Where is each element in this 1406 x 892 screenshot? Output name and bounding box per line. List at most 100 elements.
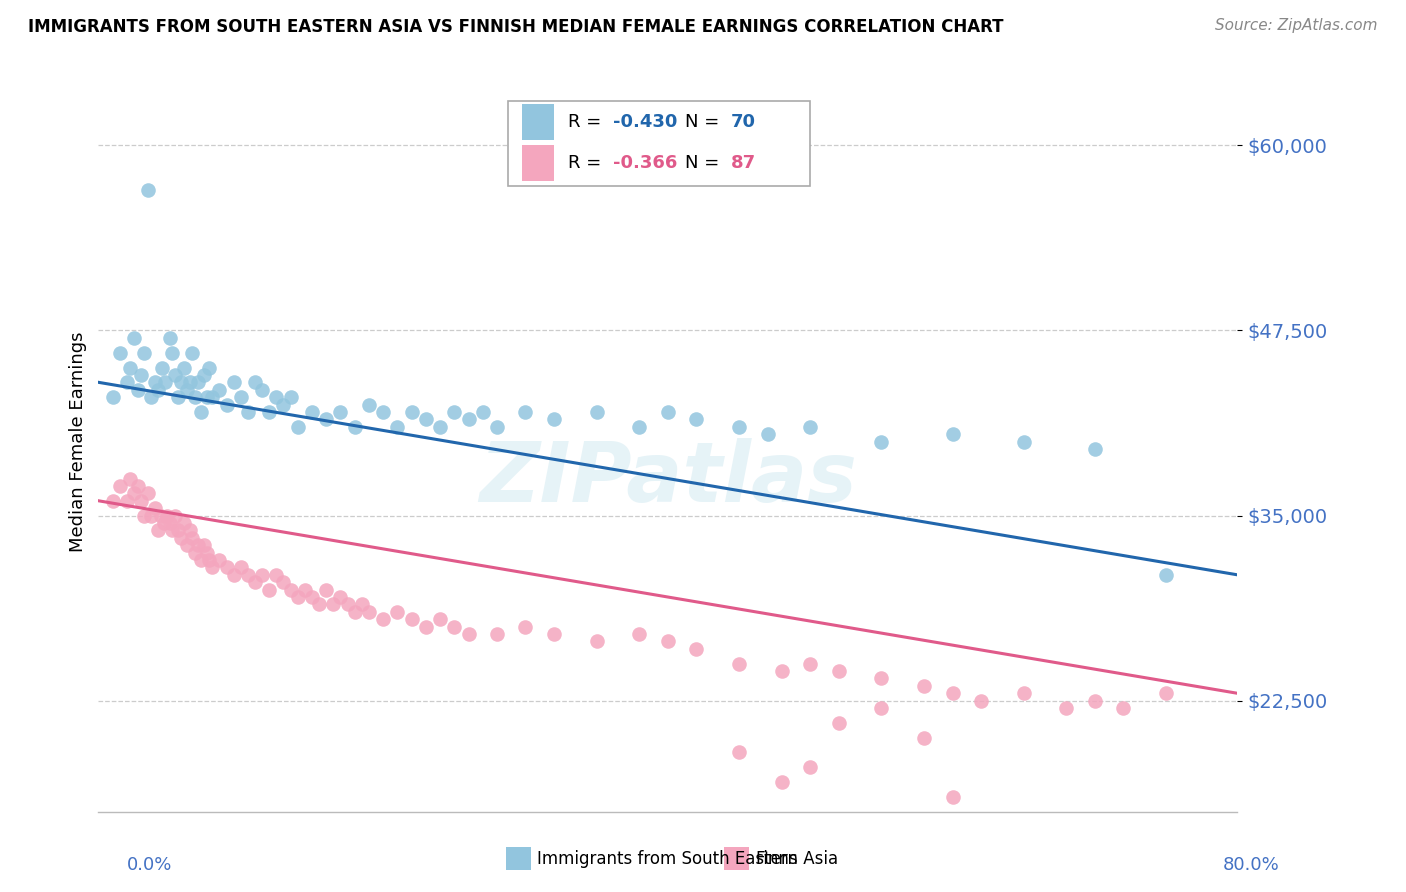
Point — [870, 434, 893, 449]
Point — [173, 516, 195, 530]
Point — [184, 546, 207, 560]
Point — [108, 479, 131, 493]
Point — [912, 679, 935, 693]
Point — [657, 634, 679, 648]
Point — [443, 405, 465, 419]
Point — [457, 627, 479, 641]
Text: ZIPatlas: ZIPatlas — [479, 438, 856, 519]
Point — [273, 575, 295, 590]
Point — [243, 376, 266, 390]
Point — [828, 715, 851, 730]
Point — [343, 605, 366, 619]
Point — [585, 634, 607, 648]
Point — [208, 553, 231, 567]
Point — [179, 524, 201, 538]
Point — [657, 405, 679, 419]
Point — [145, 501, 167, 516]
Point — [187, 538, 209, 552]
Text: 87: 87 — [731, 154, 755, 172]
Point — [176, 383, 198, 397]
Point — [136, 183, 159, 197]
Point — [129, 493, 152, 508]
Point — [132, 345, 155, 359]
Point — [387, 419, 409, 434]
Point — [162, 345, 184, 359]
Point — [1154, 567, 1177, 582]
Point — [515, 619, 537, 633]
Point — [243, 575, 266, 590]
Point — [155, 376, 177, 390]
Point — [136, 486, 159, 500]
Point — [543, 412, 565, 426]
Point — [336, 598, 359, 612]
Point — [190, 405, 212, 419]
Point — [870, 672, 893, 686]
Point — [170, 376, 193, 390]
Point — [585, 405, 607, 419]
Point — [229, 560, 252, 574]
Point — [628, 419, 651, 434]
Point — [132, 508, 155, 523]
Point — [942, 686, 965, 700]
Point — [129, 368, 152, 382]
Point — [828, 664, 851, 678]
Point — [162, 524, 184, 538]
Point — [259, 582, 281, 597]
Point — [118, 471, 141, 485]
Point — [280, 390, 302, 404]
Point — [266, 567, 288, 582]
Point — [115, 493, 138, 508]
Point — [165, 508, 187, 523]
Point — [118, 360, 141, 375]
Y-axis label: Median Female Earnings: Median Female Earnings — [69, 331, 87, 552]
Point — [429, 612, 451, 626]
Point — [236, 567, 259, 582]
Point — [159, 331, 181, 345]
Point — [222, 376, 245, 390]
Point — [543, 627, 565, 641]
Text: 0.0%: 0.0% — [127, 856, 172, 874]
Point — [215, 398, 238, 412]
Point — [184, 390, 207, 404]
Point — [728, 657, 751, 671]
Point — [350, 598, 373, 612]
Point — [471, 405, 494, 419]
Point — [401, 612, 423, 626]
Point — [315, 412, 337, 426]
Point — [357, 605, 380, 619]
Point — [287, 590, 309, 604]
Point — [159, 516, 181, 530]
Point — [287, 419, 309, 434]
Text: -0.366: -0.366 — [613, 154, 678, 172]
Point — [486, 419, 509, 434]
FancyBboxPatch shape — [509, 101, 810, 186]
Point — [150, 508, 173, 523]
Point — [127, 479, 149, 493]
Point — [273, 398, 295, 412]
Point — [195, 390, 218, 404]
Point — [457, 412, 479, 426]
Point — [181, 531, 204, 545]
Point — [486, 627, 509, 641]
Text: N =: N = — [685, 154, 725, 172]
Point — [429, 419, 451, 434]
Point — [193, 538, 215, 552]
Point — [1012, 434, 1035, 449]
Point — [294, 582, 316, 597]
Point — [942, 427, 965, 442]
Point — [942, 789, 965, 804]
Point — [198, 553, 221, 567]
Point — [799, 657, 821, 671]
Point — [301, 590, 323, 604]
Text: Immigrants from South Eastern Asia: Immigrants from South Eastern Asia — [537, 850, 838, 868]
Point — [208, 383, 231, 397]
Point — [1084, 694, 1107, 708]
Point — [148, 524, 170, 538]
Text: Finns: Finns — [755, 850, 797, 868]
Point — [443, 619, 465, 633]
Point — [122, 486, 145, 500]
Point — [799, 760, 821, 774]
Point — [195, 546, 218, 560]
Point — [179, 376, 201, 390]
Point — [799, 419, 821, 434]
